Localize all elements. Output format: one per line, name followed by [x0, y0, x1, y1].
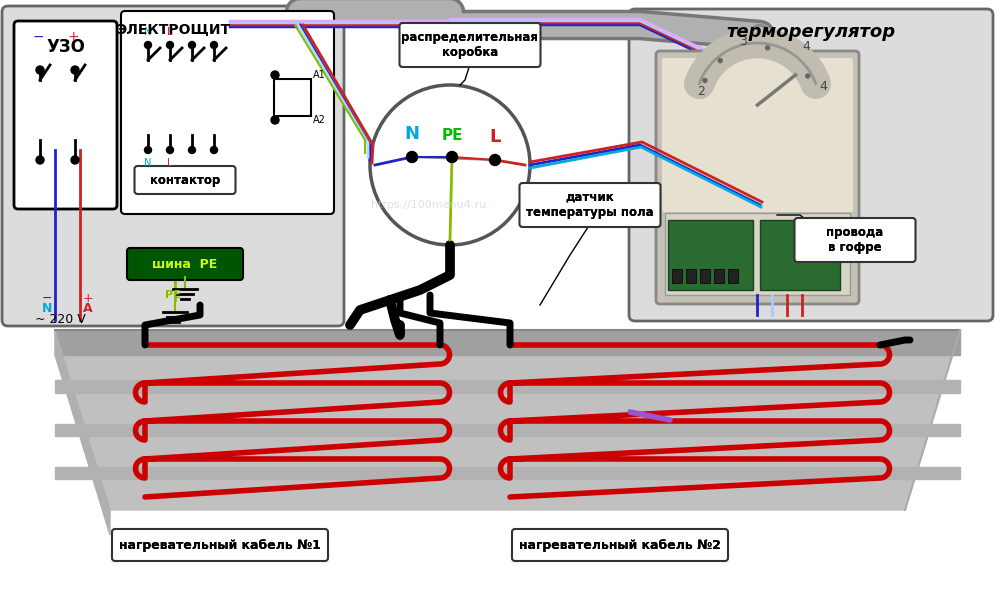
Text: распределительная
коробка: распределительная коробка	[402, 31, 538, 59]
Text: провода
в гофре: провода в гофре	[826, 226, 884, 254]
FancyBboxPatch shape	[520, 183, 660, 227]
Text: нагревательный кабель №2: нагревательный кабель №2	[519, 538, 721, 552]
Circle shape	[36, 156, 44, 164]
FancyBboxPatch shape	[2, 6, 344, 326]
Text: A1: A1	[313, 70, 326, 80]
Circle shape	[71, 66, 79, 74]
FancyBboxPatch shape	[714, 269, 724, 283]
Text: N: N	[144, 27, 152, 37]
Text: терморегулятор: терморегулятор	[726, 23, 896, 41]
Circle shape	[271, 116, 279, 124]
Text: датчик
температуры пола: датчик температуры пола	[526, 191, 654, 219]
Text: PE: PE	[441, 128, 463, 143]
Text: https://100menu4.ru.: https://100menu4.ru.	[371, 200, 489, 210]
Text: шина  PE: шина PE	[152, 258, 218, 271]
Circle shape	[36, 66, 44, 74]
Text: L: L	[489, 128, 501, 146]
FancyBboxPatch shape	[400, 23, 540, 67]
Text: нагревательный кабель №2: нагревательный кабель №2	[519, 538, 721, 552]
Text: контактор: контактор	[150, 174, 220, 186]
Circle shape	[766, 46, 770, 50]
Circle shape	[211, 146, 218, 154]
Text: 4: 4	[802, 40, 810, 53]
Text: N: N	[404, 125, 420, 143]
FancyBboxPatch shape	[668, 220, 753, 290]
Circle shape	[718, 58, 722, 62]
Circle shape	[145, 42, 152, 49]
Circle shape	[406, 152, 418, 162]
FancyBboxPatch shape	[512, 529, 728, 561]
FancyBboxPatch shape	[728, 269, 738, 283]
Polygon shape	[55, 380, 960, 393]
Text: A2: A2	[313, 115, 326, 125]
FancyBboxPatch shape	[686, 269, 696, 283]
Text: N: N	[42, 302, 52, 315]
Text: −: −	[32, 30, 44, 44]
Polygon shape	[55, 467, 960, 480]
Text: N: N	[144, 158, 152, 168]
Text: A: A	[83, 302, 93, 315]
Polygon shape	[55, 424, 960, 436]
Circle shape	[211, 42, 218, 49]
FancyBboxPatch shape	[665, 213, 850, 295]
Text: +: +	[83, 292, 93, 305]
Text: L: L	[167, 27, 173, 37]
Text: распределительная
коробка: распределительная коробка	[402, 31, 538, 59]
Circle shape	[271, 71, 279, 79]
Circle shape	[446, 152, 458, 162]
Text: ЭЛЕКТРОЩИТ: ЭЛЕКТРОЩИТ	[116, 22, 230, 36]
FancyBboxPatch shape	[121, 11, 334, 214]
Circle shape	[490, 155, 501, 165]
Circle shape	[703, 79, 707, 83]
FancyBboxPatch shape	[700, 269, 710, 283]
FancyBboxPatch shape	[274, 79, 311, 116]
FancyBboxPatch shape	[672, 269, 682, 283]
Text: нагревательный кабель №1: нагревательный кабель №1	[119, 538, 321, 552]
Text: +: +	[67, 30, 79, 44]
FancyBboxPatch shape	[135, 166, 236, 194]
FancyBboxPatch shape	[112, 529, 328, 561]
Text: провода
в гофре: провода в гофре	[826, 226, 884, 254]
FancyBboxPatch shape	[794, 218, 915, 262]
Text: PE: PE	[165, 290, 181, 300]
FancyBboxPatch shape	[127, 248, 243, 280]
Circle shape	[189, 146, 196, 154]
FancyBboxPatch shape	[629, 9, 993, 321]
Text: 4: 4	[819, 80, 827, 93]
Circle shape	[370, 85, 530, 245]
FancyBboxPatch shape	[760, 220, 840, 290]
Text: 2: 2	[698, 85, 705, 98]
Text: ~ 220 V: ~ 220 V	[35, 313, 85, 326]
Text: контактор: контактор	[150, 174, 220, 186]
Polygon shape	[55, 330, 960, 510]
FancyBboxPatch shape	[14, 21, 117, 209]
Text: −: −	[42, 292, 52, 305]
Text: L: L	[167, 158, 173, 168]
Text: 3: 3	[740, 35, 747, 48]
FancyBboxPatch shape	[662, 58, 853, 212]
Text: УЗО: УЗО	[46, 38, 85, 56]
Circle shape	[145, 146, 152, 154]
Text: датчик
температуры пола: датчик температуры пола	[526, 191, 654, 219]
Circle shape	[167, 42, 174, 49]
Polygon shape	[55, 330, 110, 535]
Circle shape	[167, 146, 174, 154]
Circle shape	[71, 156, 79, 164]
Polygon shape	[55, 330, 960, 355]
Circle shape	[806, 74, 810, 78]
Circle shape	[189, 42, 196, 49]
FancyBboxPatch shape	[656, 51, 859, 304]
Text: нагревательный кабель №1: нагревательный кабель №1	[119, 538, 321, 552]
